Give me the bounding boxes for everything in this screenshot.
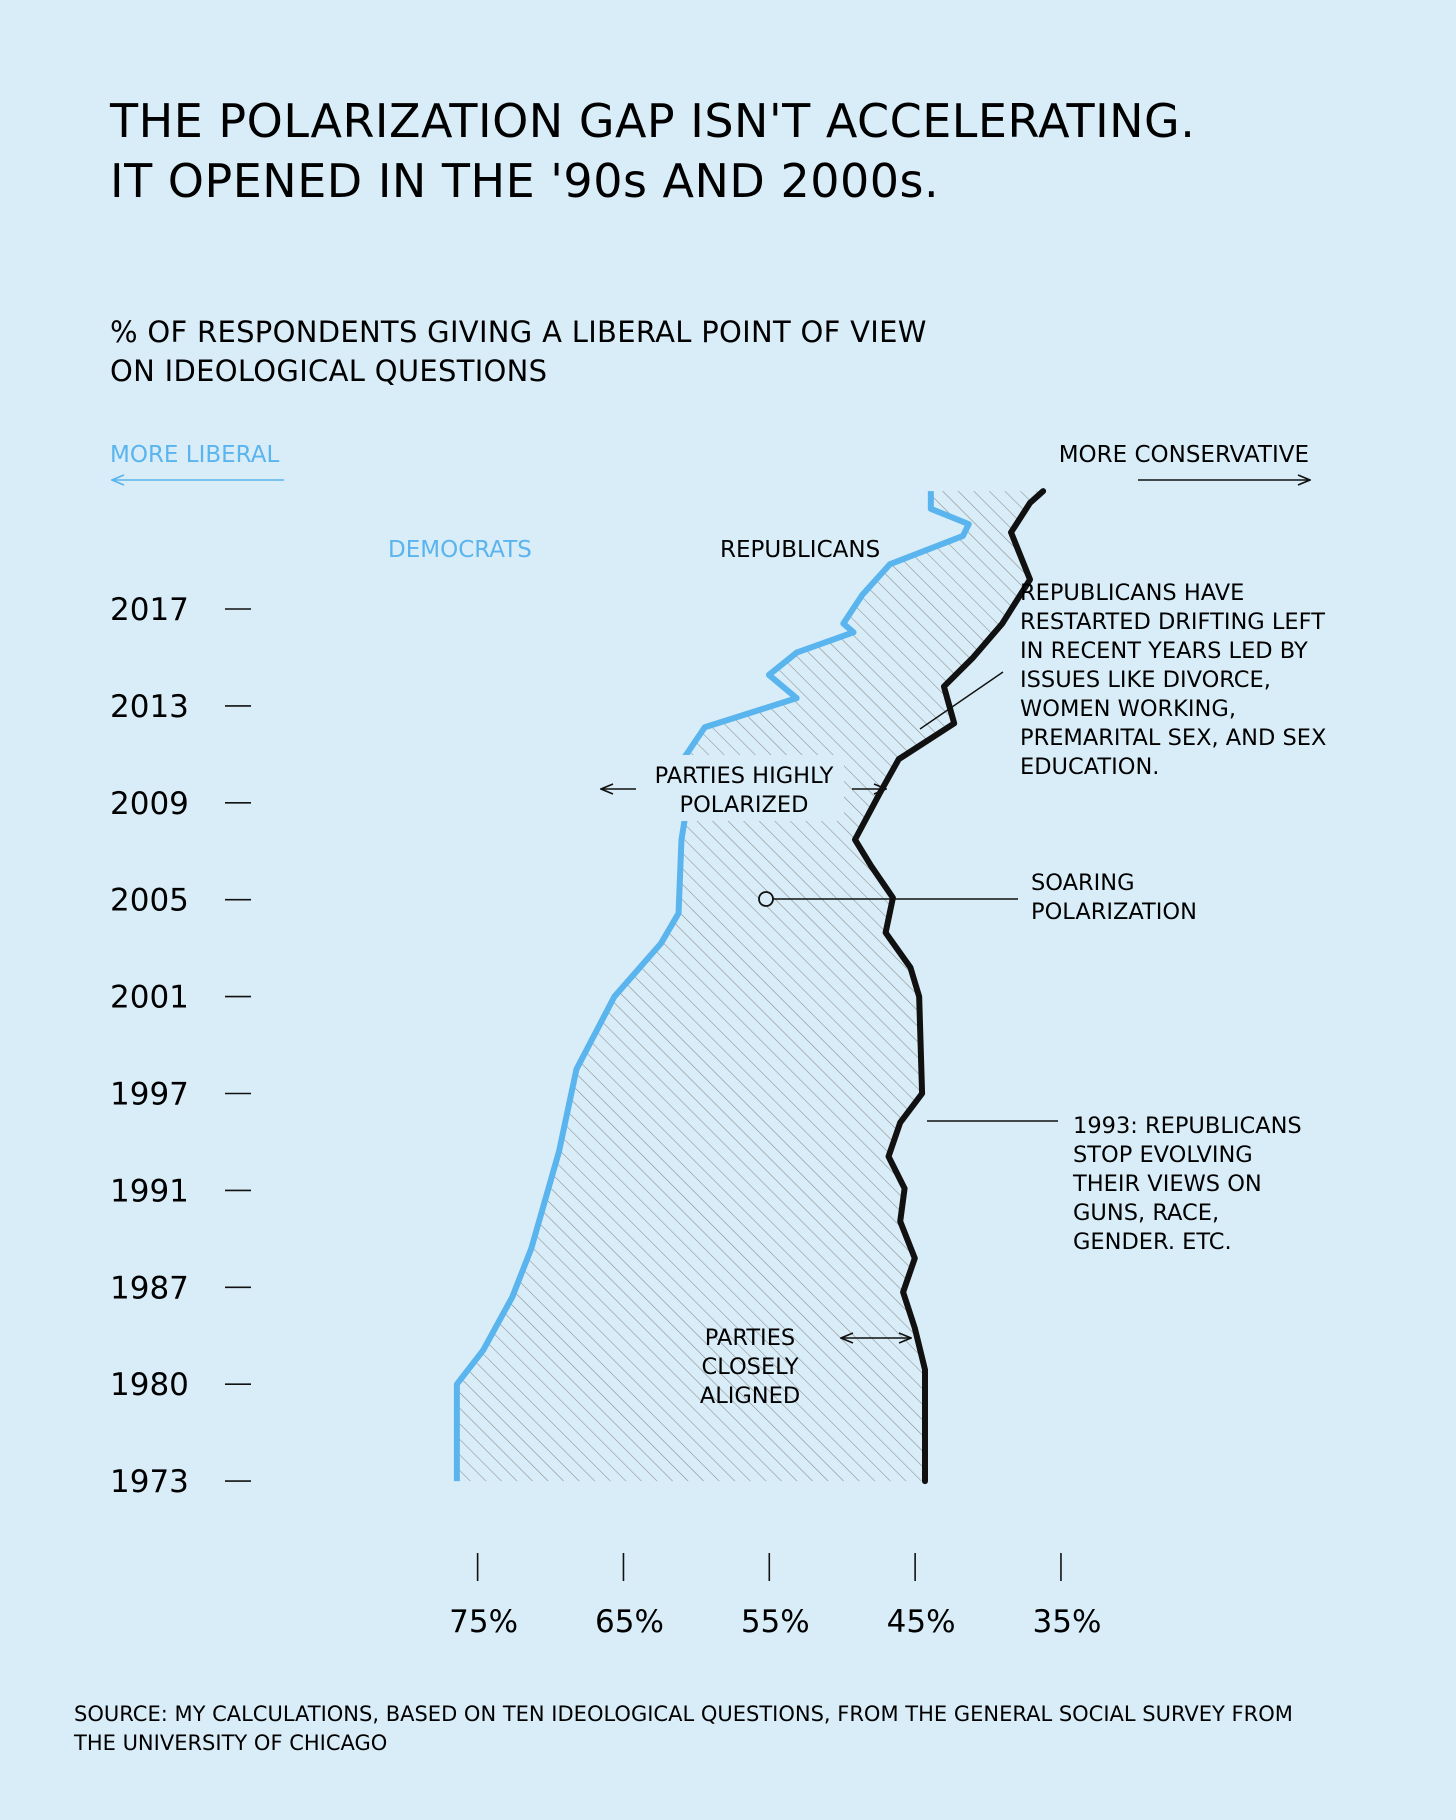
x-tick-label: 55% [741, 1604, 810, 1640]
highly-polarized-line-2: POLARIZED [680, 792, 809, 818]
drift-annotation-line-2: RESTARTED DRIFTING LEFT [1020, 609, 1325, 635]
republicans-series-label: REPUBLICANS [720, 537, 880, 563]
republicans-1993-line-3: THEIR VIEWS ON [1072, 1171, 1262, 1197]
chart-title: THE POLARIZATION GAP ISN'T ACCELERATING. [109, 94, 1195, 148]
polarization-gap-area [456, 491, 1044, 1482]
republicans-1993-annotation: 1993: REPUBLICANS STOP EVOLVING THEIR VI… [1072, 1113, 1302, 1255]
source-note-line-2: THE UNIVERSITY OF CHICAGO [73, 1731, 387, 1755]
drift-annotation: REPUBLICANS HAVE RESTARTED DRIFTING LEFT… [1020, 580, 1326, 780]
y-tick-label: 1991 [110, 1173, 189, 1209]
x-axis: 75% 65% 55% 45% 35% [449, 1553, 1101, 1640]
x-tick-label: 35% [1033, 1604, 1102, 1640]
drift-annotation-line-6: PREMARITAL SEX, AND SEX [1020, 725, 1326, 751]
more-liberal-label: MORE LIBERAL [110, 442, 279, 468]
drift-annotation-line-3: IN RECENT YEARS LED BY [1020, 638, 1308, 664]
drift-annotation-leader [919, 671, 1004, 730]
y-tick-label: 1973 [110, 1464, 189, 1500]
y-tick-label: 1980 [110, 1367, 189, 1403]
republicans-1993-line-1: 1993: REPUBLICANS [1073, 1113, 1302, 1139]
y-tick-label: 2005 [110, 883, 189, 919]
y-tick-label: 1997 [110, 1077, 189, 1113]
x-tick-label: 65% [595, 1604, 664, 1640]
polarization-gap-hatch [456, 491, 1044, 1482]
democrats-series-label: DEMOCRATS [388, 537, 532, 563]
x-tick-label: 75% [449, 1604, 518, 1640]
x-tick-label: 45% [887, 1604, 956, 1640]
drift-annotation-line-7: EDUCATION. [1020, 754, 1159, 780]
y-tick-label: 2017 [110, 592, 189, 628]
republicans-1993-line-2: STOP EVOLVING [1073, 1142, 1253, 1168]
closely-aligned-line-2: CLOSELY [702, 1354, 799, 1380]
republicans-1993-line-5: GENDER. ETC. [1073, 1229, 1232, 1255]
y-axis: 2017 2013 2009 2005 2001 1997 1991 1987 1980 1973 [110, 592, 251, 1500]
highly-polarized-label-bg [644, 755, 844, 821]
y-tick-label: 2013 [110, 689, 189, 725]
more-conservative-label: MORE CONSERVATIVE [1059, 442, 1309, 468]
republicans-1993-line-4: GUNS, RACE, [1073, 1200, 1219, 1226]
soaring-line-1: SOARING [1031, 870, 1135, 896]
chart-title-line-2: IT OPENED IN THE '90s AND 2000s. [110, 154, 939, 208]
drift-annotation-line-4: ISSUES LIKE DIVORCE, [1020, 667, 1271, 693]
soaring-marker [758, 891, 774, 907]
highly-polarized-line-1: PARTIES HIGHLY [655, 763, 834, 789]
drift-annotation-line-1: REPUBLICANS HAVE [1020, 580, 1244, 606]
chart-subtitle-line-2: ON IDEOLOGICAL QUESTIONS [110, 354, 547, 388]
closely-aligned-line-1: PARTIES [705, 1325, 795, 1351]
source-note: SOURCE: MY CALCULATIONS, BASED ON TEN ID… [74, 1702, 1293, 1726]
republicans-line [852, 488, 1047, 1485]
chart-subtitle: % OF RESPONDENTS GIVING A LIBERAL POINT … [110, 315, 927, 349]
y-tick-label: 2009 [110, 786, 189, 822]
soaring-line-2: POLARIZATION [1031, 899, 1197, 925]
y-tick-label: 1987 [110, 1270, 189, 1306]
drift-annotation-line-5: WOMEN WORKING, [1020, 696, 1236, 722]
closely-aligned-line-3: ALIGNED [700, 1383, 800, 1409]
y-tick-label: 2001 [110, 980, 189, 1016]
